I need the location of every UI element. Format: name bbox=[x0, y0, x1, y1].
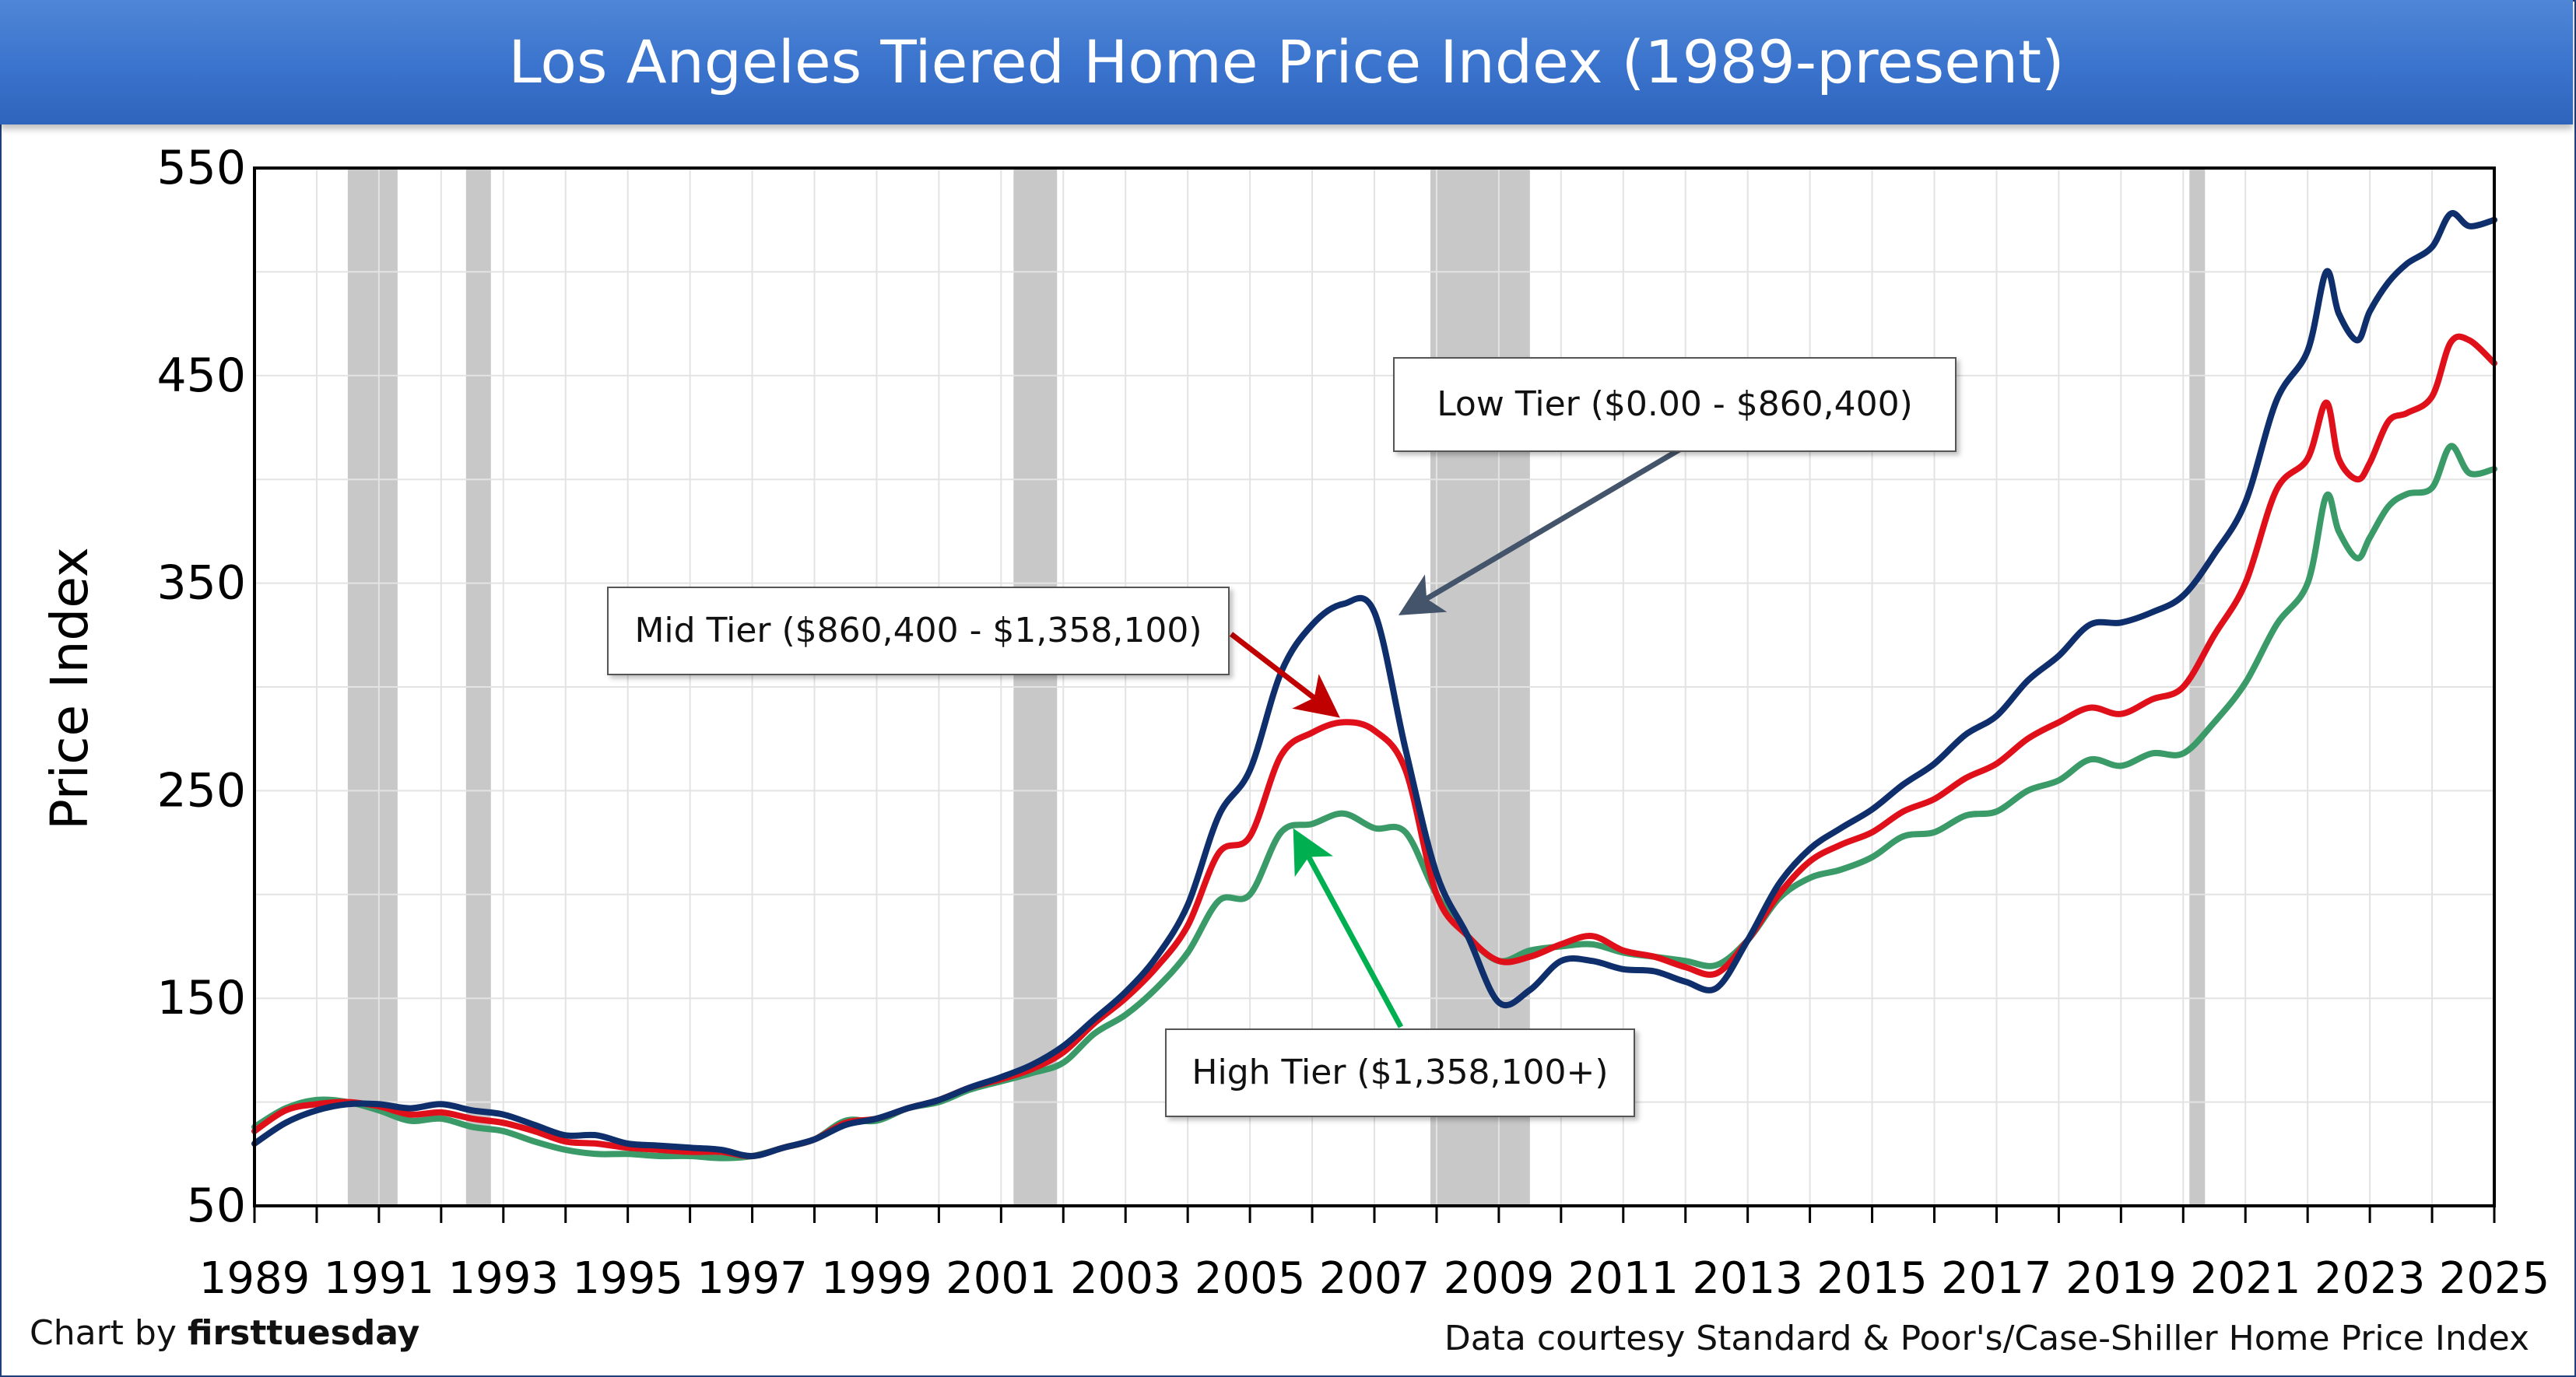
x-tick-label: 2009 bbox=[1444, 1253, 1555, 1304]
chart-credit: Chart by firsttuesday bbox=[30, 1313, 419, 1353]
x-tick-label: 2017 bbox=[1941, 1253, 2052, 1304]
y-tick-label: 550 bbox=[156, 141, 246, 195]
x-tick-label: 2013 bbox=[1692, 1253, 1803, 1304]
high-tier-callout: High Tier ($1,358,100+) bbox=[1165, 1028, 1635, 1117]
chart-title: Los Angeles Tiered Home Price Index (198… bbox=[508, 27, 2065, 96]
high-tier-arrow bbox=[1293, 828, 1404, 1028]
y-tick-label: 250 bbox=[156, 763, 246, 818]
credit-brand: firsttuesday bbox=[187, 1313, 420, 1353]
x-tick-label: 2005 bbox=[1195, 1253, 1306, 1304]
x-tick-label: 1993 bbox=[448, 1253, 560, 1304]
x-tick-label: 2003 bbox=[1070, 1253, 1181, 1304]
title-bar: Los Angeles Tiered Home Price Index (198… bbox=[0, 0, 2573, 124]
x-tick-label: 2025 bbox=[2439, 1253, 2550, 1304]
low-tier-callout: Low Tier ($0.00 - $860,400) bbox=[1393, 357, 1957, 452]
y-tick-label: 150 bbox=[156, 971, 246, 1025]
low-tier-arrow bbox=[1398, 447, 1681, 615]
x-tick-label: 2019 bbox=[2065, 1253, 2177, 1304]
x-tick-label: 2007 bbox=[1319, 1253, 1430, 1304]
x-tick-label: 1991 bbox=[324, 1253, 435, 1304]
axes bbox=[253, 166, 2496, 1223]
y-axis-label: Price Index bbox=[40, 547, 100, 830]
tick-labels: 1989 1991 1993 1995 1997 1999 2001 2003 2005 2007… bbox=[156, 141, 2550, 1304]
x-tick-label: 2023 bbox=[2315, 1253, 2426, 1304]
series-line-low-tier bbox=[251, 210, 2497, 1159]
data-source-credit: Data courtesy Standard & Poor's/Case-Shi… bbox=[1444, 1319, 2529, 1358]
x-tick-label: 2011 bbox=[1568, 1253, 1679, 1304]
x-tick-label: 1999 bbox=[821, 1253, 932, 1304]
x-tick-label: 1997 bbox=[697, 1253, 808, 1304]
mid-tier-callout: Mid Tier ($860,400 - $1,358,100) bbox=[607, 587, 1230, 675]
annotation-arrows bbox=[1229, 447, 1681, 1028]
y-tick-label: 50 bbox=[187, 1179, 246, 1233]
credit-prefix: Chart by bbox=[30, 1313, 188, 1353]
x-tick-label: 2001 bbox=[946, 1253, 1057, 1304]
x-tick-label: 2021 bbox=[2190, 1253, 2301, 1304]
series-lines bbox=[251, 210, 2497, 1162]
y-tick-label: 350 bbox=[156, 556, 246, 611]
x-tick-label: 2015 bbox=[1816, 1253, 1928, 1304]
mid-tier-arrow bbox=[1229, 632, 1340, 718]
x-tick-label: 1989 bbox=[199, 1253, 311, 1304]
series-line-mid-tier bbox=[251, 333, 2497, 1160]
y-tick-label: 450 bbox=[156, 349, 246, 403]
x-tick-label: 1995 bbox=[572, 1253, 683, 1304]
